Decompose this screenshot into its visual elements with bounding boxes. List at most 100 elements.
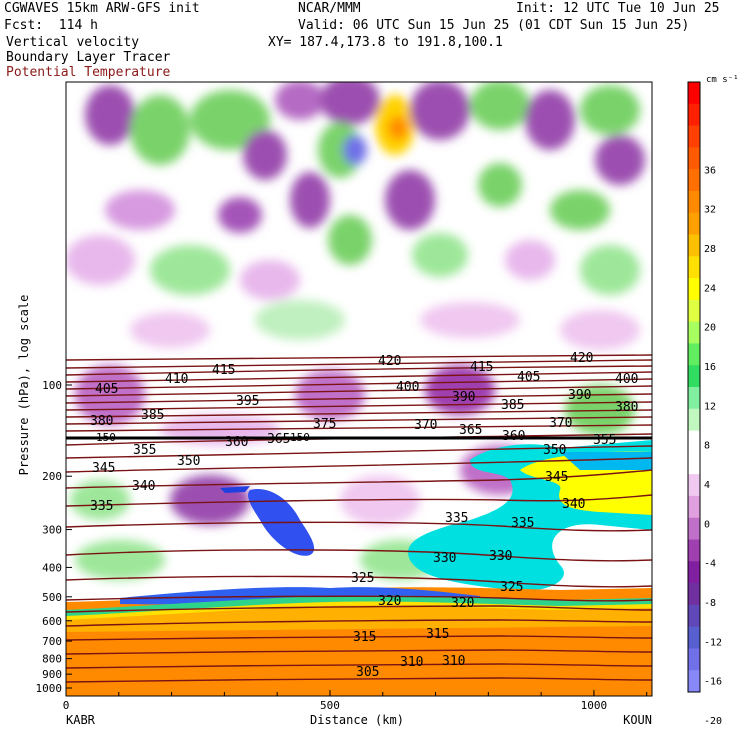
colorbar-swatch [688, 278, 700, 301]
colorbar-swatch [688, 103, 700, 127]
contour-label: 325 [500, 580, 523, 595]
contour-label: 330 [433, 551, 456, 566]
contour-label: 315 [426, 627, 449, 642]
colorbar-swatch [688, 125, 700, 148]
y-tick-label: 100 [42, 379, 62, 392]
y-tick-label: 600 [42, 615, 62, 628]
colorbar-swatch [688, 626, 700, 649]
colorbar-swatch [688, 190, 700, 214]
contour-label: 305 [356, 665, 379, 680]
y-tick-label: 1000 [36, 682, 63, 695]
y-axis-label: Pressure (hPa), log scale [17, 295, 31, 476]
forecast-hour: Fcst: 114 h [4, 18, 98, 33]
colorbar-swatch [688, 169, 700, 192]
x-end-label: KOUN [623, 713, 652, 727]
model-title: CGWAVES 15km ARW-GFS init [4, 1, 200, 16]
contour-label: 405 [95, 382, 118, 397]
contour-label: 335 [90, 499, 113, 514]
contour-label: 405 [517, 370, 540, 385]
contour-label: 385 [501, 398, 524, 413]
field-potential-temperature: Potential Temperature [6, 65, 171, 80]
y-tick-label: 400 [42, 561, 62, 574]
contour-label: 400 [396, 380, 419, 395]
source-label: NCAR/MMM [298, 1, 361, 16]
colorbar: 36 32 28 24 20 16 12 8 4 0 -4 -8 -12 -16 -20 [687, 81, 722, 727]
colorbar-swatch [688, 474, 700, 497]
contour-label: 310 [400, 655, 423, 670]
colorbar-swatch [688, 648, 700, 671]
x-axis: 0 500 1000 [63, 690, 648, 712]
x-tick-label: 0 [63, 699, 70, 712]
x-axis-label: Distance (km) [310, 713, 404, 727]
contour-label: 340 [132, 479, 155, 494]
contour-label: 315 [353, 630, 376, 645]
contour-label: 330 [489, 549, 512, 564]
colorbar-swatch [688, 234, 700, 257]
annotation-150-left: 150 [96, 431, 116, 444]
colorbar-swatch [688, 256, 700, 279]
contour-label: 355 [593, 433, 616, 448]
colorbar-tick-label: 20 [704, 323, 716, 334]
contour-label: 390 [568, 388, 591, 403]
annotation-150-right: 150 [290, 431, 310, 444]
y-tick-label: 900 [42, 668, 62, 681]
colorbar-tick-label: 32 [704, 205, 716, 216]
colorbar-swatch [688, 604, 700, 628]
contour-label: 420 [378, 354, 401, 369]
contour-label: 380 [90, 414, 113, 429]
contour-label: 360 [502, 429, 525, 444]
colorbar-tick-label: -8 [704, 598, 716, 609]
y-tick-label: 300 [42, 524, 62, 537]
colorbar-swatch [688, 387, 700, 410]
contour-label: 410 [165, 372, 188, 387]
vertical-velocity-field [66, 82, 652, 696]
contour-label: 325 [351, 571, 374, 586]
cross-section-coords: XY= 187.4,173.8 to 191.8,100.1 [268, 35, 503, 50]
colorbar-swatch [688, 670, 700, 693]
colorbar-tick-label: -16 [704, 677, 722, 688]
colorbar-unit: cm s⁻¹ [706, 75, 739, 85]
colorbar-swatch [688, 299, 700, 323]
contour-label: 350 [543, 443, 566, 458]
contour-label: 375 [313, 417, 336, 432]
field-boundary-layer-tracer: Boundary Layer Tracer [6, 50, 171, 65]
contour-label: 415 [470, 360, 493, 375]
contour-label: 370 [549, 416, 572, 431]
colorbar-swatch [688, 212, 700, 235]
contour-label: 335 [445, 511, 468, 526]
colorbar-tick-label: 36 [704, 165, 716, 176]
contour-label-group: 420 420 415 415 410 405 405 400 400 395 390 390 385 3… [90, 351, 638, 680]
contour-label: 340 [562, 497, 585, 512]
colorbar-swatch [688, 321, 700, 344]
colorbar-swatch [688, 365, 700, 388]
colorbar-swatch [688, 495, 700, 519]
contour-label: 370 [414, 418, 437, 433]
colorbar-swatch [688, 408, 700, 432]
colorbar-tick-label: 8 [704, 441, 710, 452]
y-tick-label: 500 [42, 591, 62, 604]
colorbar-tick-label: 28 [704, 244, 716, 255]
colorbar-swatch [688, 82, 700, 105]
init-time: Init: 12 UTC Tue 10 Jun 25 [516, 1, 720, 16]
contour-label: 365 [459, 423, 482, 438]
x-tick-label: 500 [320, 699, 340, 712]
contour-label: 320 [451, 596, 474, 611]
colorbar-swatch [688, 343, 700, 366]
colorbar-frame [687, 81, 701, 693]
contour-label: 400 [615, 372, 638, 387]
colorbar-swatch [688, 430, 700, 453]
colorbar-swatch [688, 539, 700, 562]
contour-label: 350 [177, 454, 200, 469]
plot-frame [65, 81, 653, 697]
contour-label: 380 [615, 400, 638, 415]
y-tick-label: 200 [42, 470, 62, 483]
colorbar-swatch [688, 583, 700, 606]
colorbar-tick-label: 0 [704, 519, 710, 530]
y-tick-label: 800 [42, 653, 62, 666]
contour-label: 320 [378, 594, 401, 609]
contour-label: 345 [545, 470, 568, 485]
colorbar-tick-label: -4 [704, 559, 716, 570]
valid-time: Valid: 06 UTC Sun 15 Jun 25 (01 CDT Sun … [298, 18, 690, 33]
